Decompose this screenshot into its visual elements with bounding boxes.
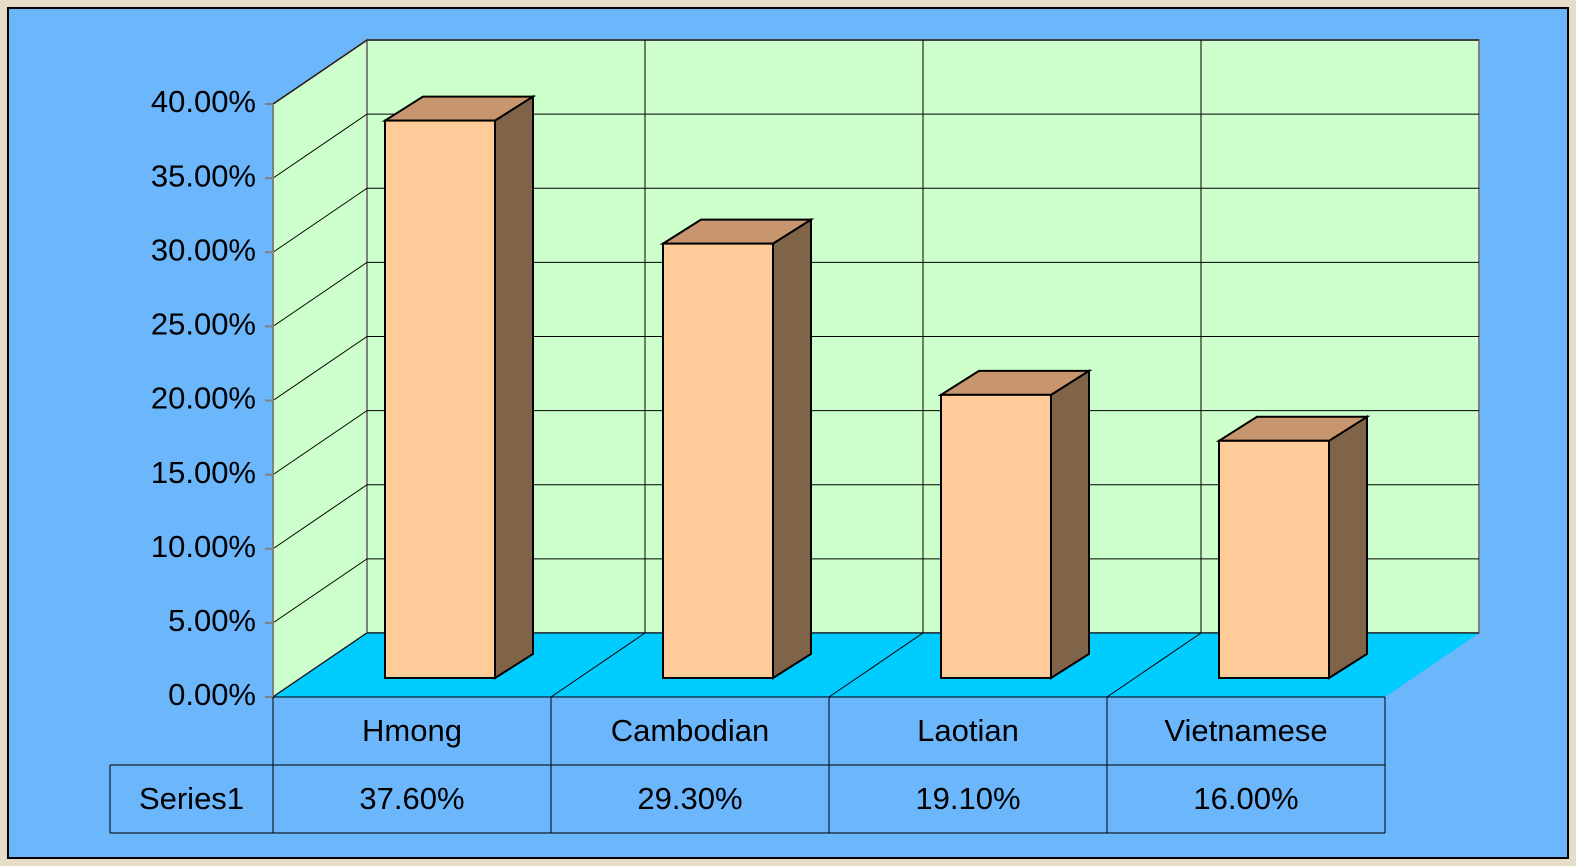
- y-tick-label: 30.00%: [151, 232, 256, 267]
- y-tick-label: 5.00%: [168, 603, 256, 638]
- legend-label: Series1: [139, 781, 244, 816]
- x-tick-label: Cambodian: [611, 713, 770, 748]
- x-tick-label: Vietnamese: [1164, 713, 1327, 748]
- y-tick-label: 25.00%: [151, 307, 256, 342]
- bar: [384, 119, 496, 679]
- data-label: 16.00%: [1193, 781, 1298, 816]
- bar-side: [1050, 369, 1090, 680]
- grid-line: [272, 39, 368, 105]
- bar-side: [772, 217, 812, 680]
- data-label: 29.30%: [637, 781, 742, 816]
- y-tick-label: 0.00%: [168, 677, 256, 712]
- grid-line: [272, 261, 368, 327]
- grid-line: [272, 484, 368, 550]
- x-tick-label: Laotian: [917, 713, 1019, 748]
- grid-line: [272, 558, 368, 624]
- y-tick-label: 35.00%: [151, 158, 256, 193]
- bar: [940, 393, 1052, 679]
- bar: [662, 242, 774, 679]
- grid-line: [272, 187, 368, 253]
- grid-line: [272, 410, 368, 476]
- bar-side: [1328, 414, 1368, 680]
- grid-line: [272, 113, 368, 179]
- bar-side: [494, 94, 534, 680]
- x-tick-label: Hmong: [362, 713, 462, 748]
- floor-divider: [1106, 632, 1202, 698]
- y-tick-label: 10.00%: [151, 529, 256, 564]
- grid-line: [272, 632, 368, 698]
- floor-divider: [550, 632, 646, 698]
- y-tick-label: 20.00%: [151, 381, 256, 416]
- data-label: 37.60%: [359, 781, 464, 816]
- data-label: 19.10%: [915, 781, 1020, 816]
- y-tick-label: 15.00%: [151, 455, 256, 490]
- grid-line: [272, 336, 368, 401]
- bar: [1218, 439, 1330, 679]
- y-tick-label: 40.00%: [151, 84, 256, 119]
- floor-divider: [828, 632, 924, 698]
